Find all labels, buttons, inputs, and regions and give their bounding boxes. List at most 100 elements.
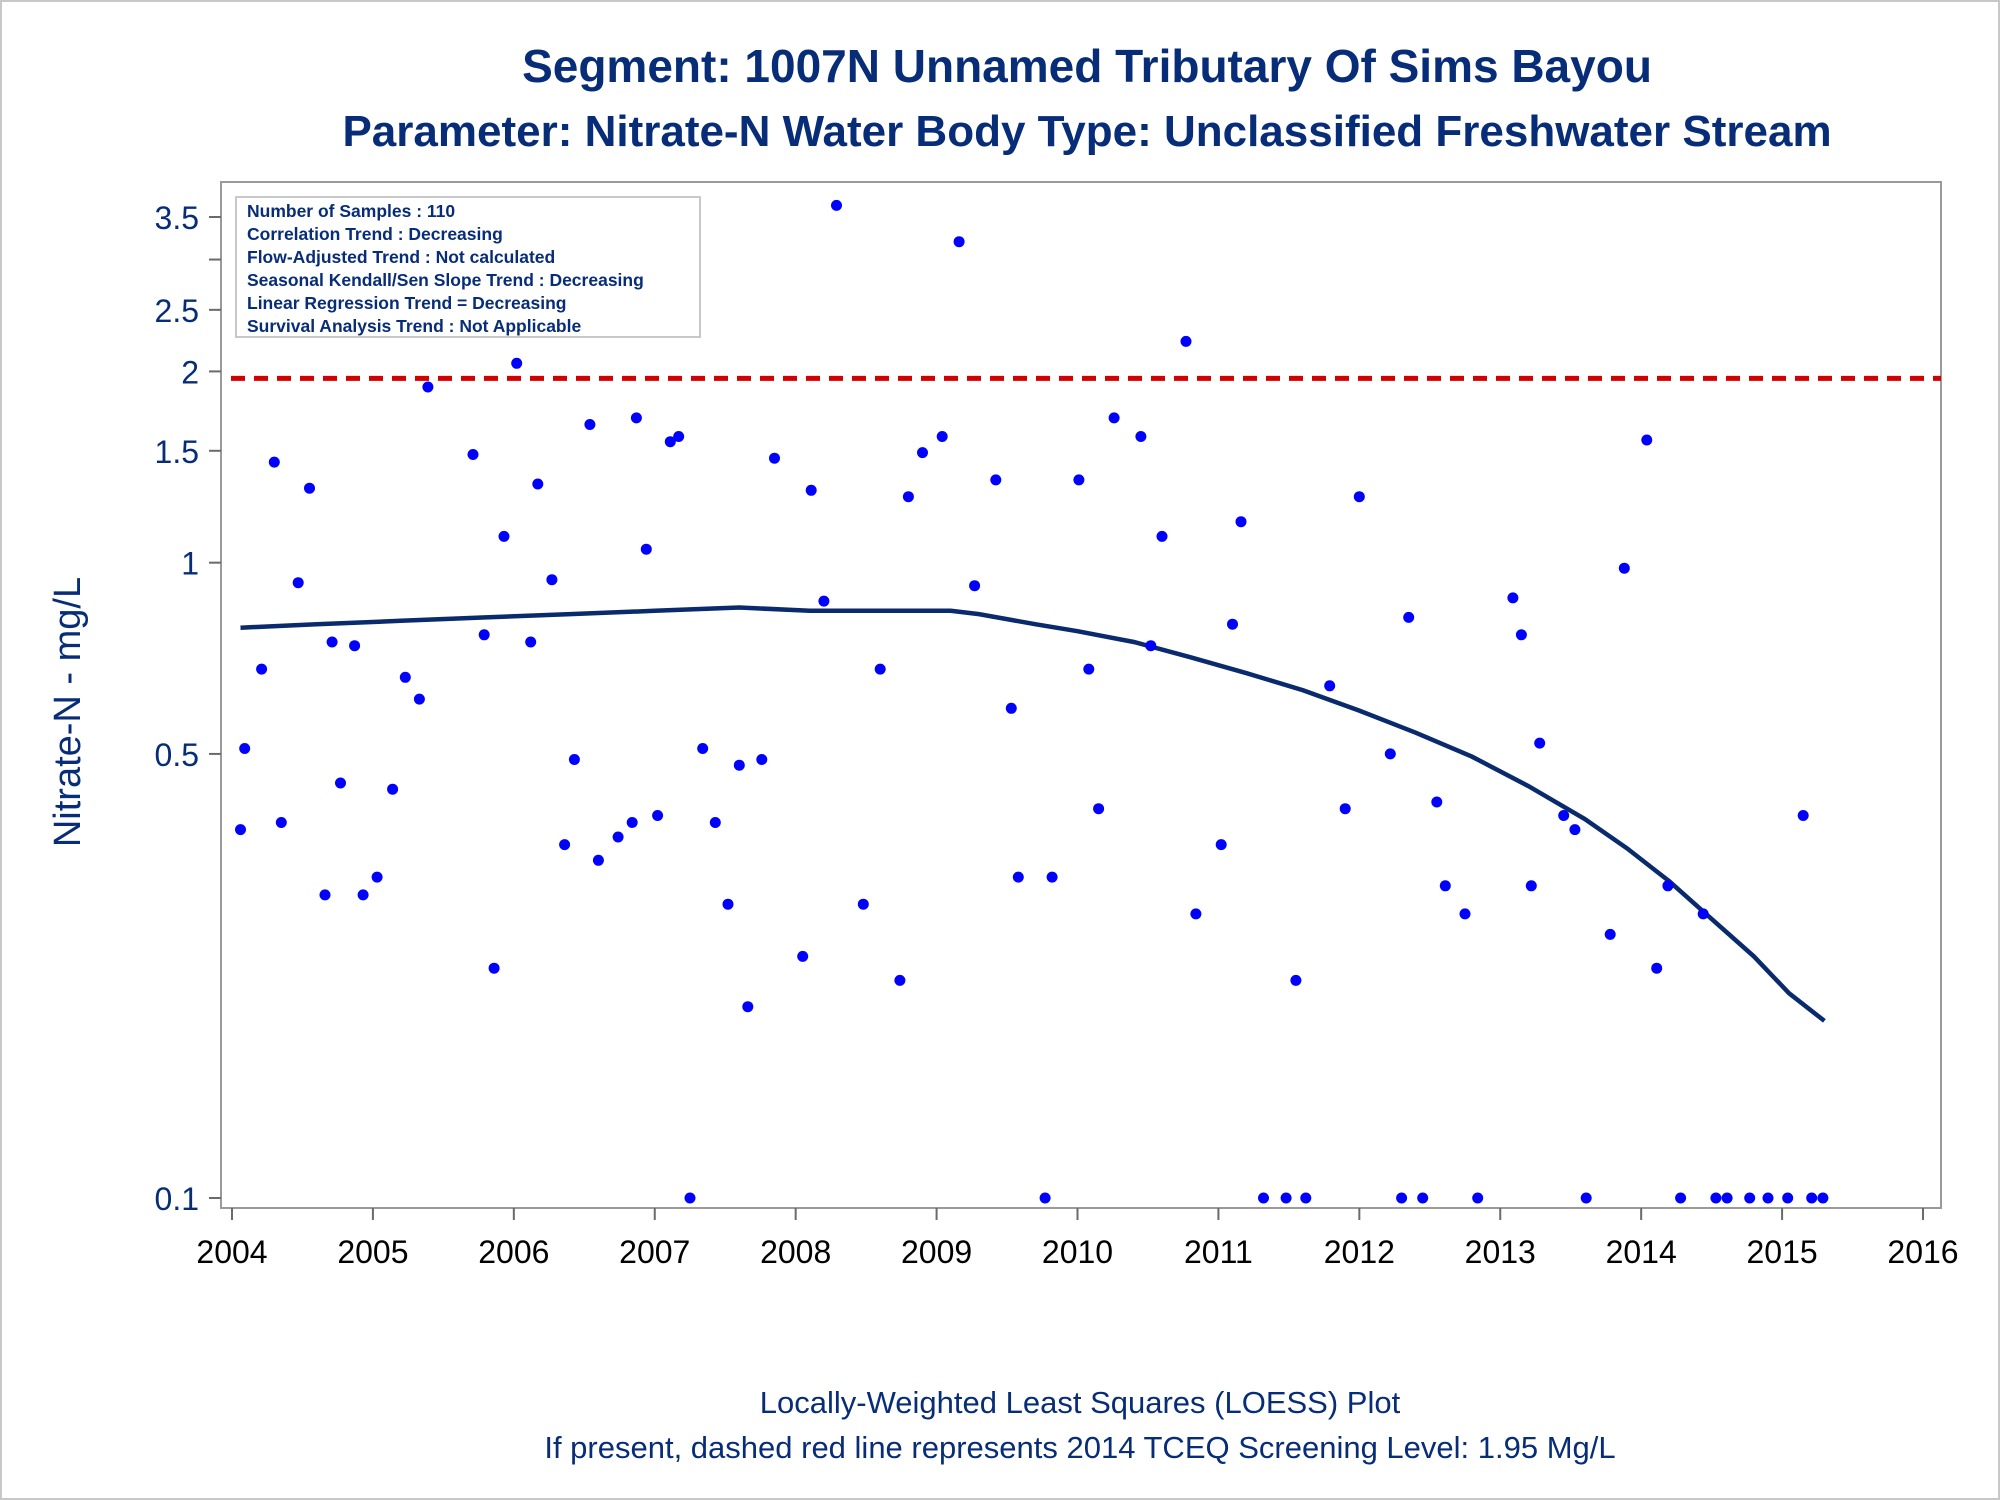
sample-point-58	[1012, 871, 1024, 883]
sample-point-53	[936, 431, 948, 442]
sample-point-103	[1721, 1192, 1733, 1204]
sample-point-1	[239, 743, 251, 754]
x-tick-label-6: 2010	[1042, 1234, 1113, 1270]
sample-point-27	[584, 419, 596, 430]
x-tick-label-2: 2006	[478, 1234, 549, 1270]
sample-point-18	[478, 629, 490, 641]
sample-point-105	[1762, 1192, 1774, 1204]
sample-point-28	[592, 854, 604, 866]
sample-point-32	[640, 543, 652, 555]
sample-point-34	[664, 436, 676, 448]
y-axis-label: Nitrate-N - mg/L	[47, 577, 89, 847]
sample-point-3	[268, 456, 280, 468]
sample-point-75	[1290, 974, 1302, 986]
inset-line-seasonal-kendall: Seasonal Kendall/Sen Slope Trend : Decre…	[247, 270, 644, 290]
sample-point-37	[697, 743, 709, 754]
y-tick-label-5: 2.5	[155, 293, 199, 329]
y-axis: 0.1 0.5 1 1.5 2 2.5 3.5	[155, 200, 221, 1217]
sample-point-33	[652, 810, 664, 821]
sample-point-62	[1083, 663, 1095, 675]
sample-point-102	[1710, 1192, 1722, 1204]
x-tick-label-10: 2014	[1606, 1234, 1677, 1270]
x-tick-label-5: 2009	[901, 1234, 972, 1270]
sample-point-7	[319, 889, 331, 901]
sample-point-101	[1697, 908, 1709, 920]
sample-point-91	[1534, 737, 1546, 749]
x-tick-label-1: 2005	[337, 1234, 408, 1270]
sample-point-106	[1782, 1192, 1794, 1204]
y-tick-label-2: 1	[181, 546, 199, 582]
sample-point-89	[1515, 629, 1527, 641]
sample-point-81	[1396, 1192, 1408, 1204]
sample-point-93	[1569, 824, 1581, 836]
x-tick-label-0: 2004	[196, 1234, 267, 1270]
loess-curve	[240, 605, 1826, 1023]
sample-point-64	[1108, 412, 1120, 424]
sample-point-96	[1618, 562, 1630, 574]
sample-point-97	[1641, 434, 1653, 446]
sample-point-82	[1403, 611, 1415, 623]
sample-point-26	[568, 754, 580, 765]
sample-point-39	[722, 898, 734, 910]
sample-point-43	[769, 452, 780, 464]
y-tick-label-3: 1.5	[155, 434, 199, 470]
sample-point-78	[1339, 803, 1351, 815]
sample-point-47	[831, 199, 842, 211]
sample-point-57	[1005, 702, 1017, 714]
sample-point-20	[498, 530, 510, 542]
inset-line-correlation: Correlation Trend : Decreasing	[247, 224, 503, 244]
sample-point-21	[511, 357, 523, 369]
sample-point-52	[917, 447, 928, 459]
sample-point-36	[684, 1192, 696, 1204]
sample-point-100	[1675, 1192, 1687, 1204]
y-tick-label-0: 0.1	[155, 1181, 199, 1217]
sample-point-70	[1215, 839, 1227, 851]
x-tick-label-3: 2007	[619, 1234, 690, 1270]
plot-area-frame	[220, 181, 1942, 1209]
sample-point-40	[733, 759, 745, 771]
sample-point-48	[857, 898, 869, 910]
sample-point-29	[612, 831, 624, 843]
sample-point-51	[902, 491, 914, 503]
sample-point-92	[1558, 810, 1570, 821]
sample-point-15	[413, 693, 425, 705]
sample-point-2	[256, 663, 268, 675]
sample-point-63	[1093, 803, 1105, 815]
chart-subtitle: Parameter: Nitrate-N Water Body Type: Un…	[342, 107, 1831, 156]
sample-point-107	[1797, 810, 1809, 821]
sample-point-16	[422, 381, 434, 393]
inset-line-flow-adjusted: Flow-Adjusted Trend : Not calculated	[247, 247, 555, 267]
sample-point-67	[1156, 530, 1168, 542]
sample-point-74	[1280, 1192, 1292, 1204]
sample-point-14	[399, 671, 411, 683]
sample-point-35	[673, 431, 685, 442]
x-tick-label-9: 2013	[1465, 1234, 1536, 1270]
sample-point-41	[742, 1001, 754, 1013]
sample-point-13	[387, 783, 399, 795]
sample-point-59	[1039, 1192, 1051, 1204]
x-tick-label-4: 2008	[760, 1234, 831, 1270]
sample-point-85	[1439, 880, 1451, 892]
sample-point-77	[1324, 680, 1336, 692]
sample-point-10	[349, 640, 361, 652]
sample-point-4	[275, 817, 287, 828]
y-tick-label-4: 2	[181, 354, 199, 390]
sample-point-12	[371, 871, 383, 883]
inset-line-survival-analysis: Survival Analysis Trend : Not Applicable	[247, 316, 581, 336]
sample-point-55	[969, 580, 981, 592]
sample-point-42	[756, 754, 768, 765]
x-axis: 2004 2005 2006 2007 2008 2009 2010 2011 2012 2013…	[196, 1208, 1959, 1270]
sample-point-61	[1073, 474, 1085, 486]
sample-point-5	[292, 577, 304, 589]
sample-point-54	[953, 236, 965, 248]
sample-point-94	[1580, 1192, 1592, 1204]
sample-point-109	[1817, 1192, 1829, 1204]
sample-point-98	[1651, 962, 1663, 974]
sample-point-83	[1417, 1192, 1429, 1204]
sample-point-8	[326, 636, 338, 648]
sample-point-69	[1190, 908, 1202, 920]
stats-inset: Number of Samples : 110 Correlation Tren…	[235, 196, 701, 338]
sample-point-45	[805, 484, 817, 496]
x-tick-label-8: 2012	[1324, 1234, 1395, 1270]
